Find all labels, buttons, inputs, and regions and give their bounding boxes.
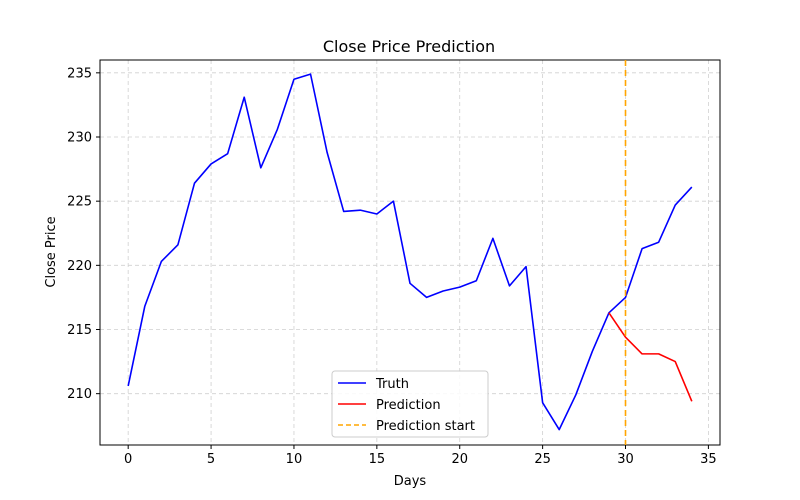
series-line-prediction (608, 312, 693, 402)
series-line-truth (127, 73, 693, 431)
x-tick-label: 30 (617, 452, 634, 467)
series-layer (127, 60, 693, 445)
y-tick-label: 215 (67, 323, 92, 338)
chart-title: Close Price Prediction (323, 37, 495, 56)
x-tick-label: 35 (700, 452, 717, 467)
y-tick-label: 235 (67, 66, 92, 81)
x-tick-label: 25 (534, 452, 551, 467)
legend-box (331, 370, 489, 438)
y-axis-label: Close Price (44, 216, 59, 287)
x-tick-label: 0 (124, 452, 132, 467)
y-tick-label: 220 (67, 259, 92, 274)
x-tick-label: 15 (369, 452, 386, 467)
x-tick-label: 20 (451, 452, 468, 467)
y-tick-label: 230 (67, 131, 92, 146)
y-tick-label: 225 (67, 195, 92, 210)
plot-frame (99, 59, 721, 446)
y-tick-label: 210 (67, 387, 92, 402)
x-tick-label: 5 (207, 452, 215, 467)
legend-label: Truth (375, 377, 409, 392)
legend: Truth Prediction Prediction start (331, 370, 489, 438)
legend-label: Prediction (376, 398, 441, 413)
legend-label: Prediction start (376, 419, 475, 434)
x-axis-label: Days (394, 474, 427, 489)
axis-ticks: 0 5 10 15 20 25 30 35 210 215 220 225 230 235 (67, 66, 716, 467)
x-tick-label: 10 (286, 452, 303, 467)
